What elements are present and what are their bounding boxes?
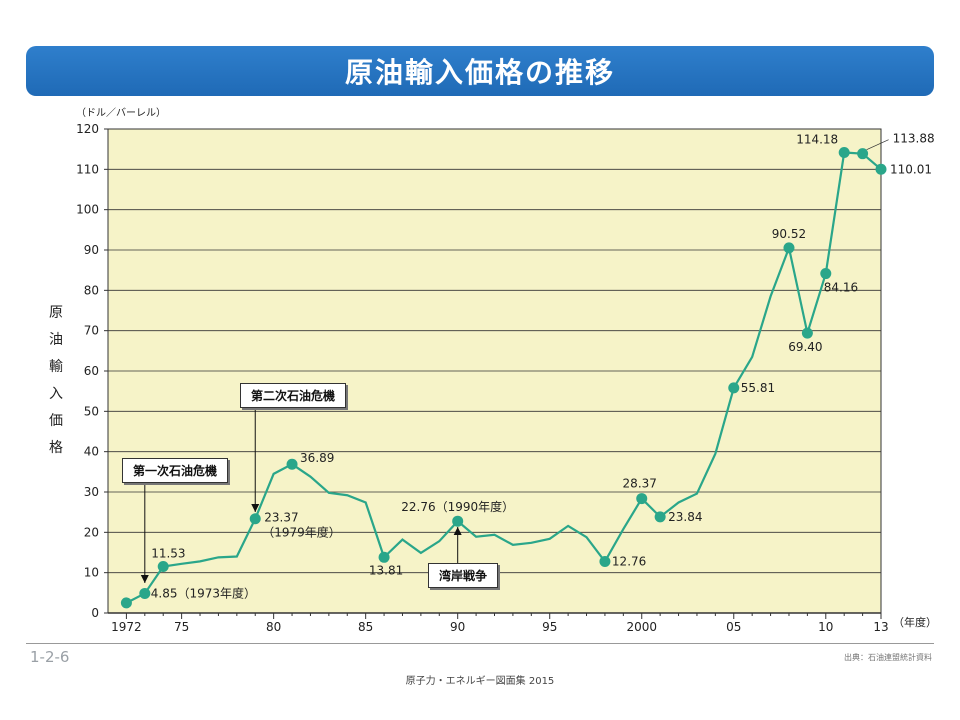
data-label: 36.89 [300, 451, 334, 465]
data-point [139, 587, 151, 599]
x-tick-label: 05 [726, 620, 741, 634]
data-label: （1979年度） [262, 525, 341, 540]
x-tick-label: 13 [873, 620, 888, 634]
y-tick-label: 50 [84, 404, 99, 418]
x-tick-label: 95 [542, 620, 557, 634]
x-tick-label: 2000 [626, 620, 657, 634]
x-tick-label: 1972 [111, 620, 142, 634]
data-label: 110.01 [890, 162, 932, 176]
data-point [783, 242, 795, 254]
source-note: 出典：石油連盟統計資料 [844, 653, 932, 662]
y-tick-label: 10 [84, 566, 99, 580]
data-label: 11.53 [151, 546, 185, 560]
data-label: 12.76 [612, 555, 646, 569]
arrow-gulf-war-head [453, 527, 462, 535]
chart-title: 原油輸入価格の推移 [26, 46, 934, 96]
data-point [801, 327, 813, 339]
data-label: 90.52 [772, 227, 806, 241]
y-tick-label: 110 [76, 162, 99, 176]
footer-divider [26, 643, 934, 644]
data-label: 13.81 [369, 563, 403, 577]
x-axis-unit: （年度） [893, 615, 937, 629]
data-point [728, 382, 740, 394]
data-point [378, 551, 390, 563]
x-tick-label: 10 [818, 620, 833, 634]
data-point [857, 148, 869, 160]
data-point [286, 458, 298, 470]
data-point [654, 511, 666, 523]
data-point [249, 513, 261, 525]
callout-arrows [140, 405, 462, 583]
data-point [452, 515, 464, 527]
publication-name: 原子力・エネルギー図面集 2015 [405, 676, 555, 687]
y-tick-label: 120 [76, 122, 99, 136]
data-label: 69.40 [788, 340, 822, 354]
data-label: 4.85（1973年度） [151, 585, 256, 600]
data-label: 23.84 [668, 510, 702, 524]
y-tick-label: 90 [84, 243, 99, 257]
series-markers [120, 146, 887, 609]
y-axis-ticks: 0 10 20 30 40 50 60 70 80 90 100 110 120 [76, 122, 108, 620]
y-tick-label: 100 [76, 203, 99, 217]
y-tick-label: 20 [84, 525, 99, 539]
y-tick-label: 0 [91, 606, 99, 620]
x-tick-label: 80 [266, 620, 281, 634]
y-tick-label: 40 [84, 445, 99, 459]
data-label: 84.16 [824, 281, 858, 295]
x-tick-label: 90 [450, 620, 465, 634]
data-point [157, 560, 169, 572]
data-labels: 4.85（1973年度） 11.53 23.37（1979年度） 36.89 13.81… [151, 132, 935, 601]
y-axis-title: 原油輸入価格 [49, 305, 63, 456]
series-line [125, 151, 882, 604]
callout-second-oil-crisis: 第二次石油危機 [240, 383, 347, 408]
callout-gulf-war: 湾岸戦争 [428, 563, 499, 588]
data-label: 113.88 [893, 132, 935, 146]
callout-first-oil-crisis: 第一次石油危機 [122, 458, 229, 483]
data-point [636, 493, 648, 505]
data-label: 23.37 [264, 511, 298, 525]
data-point [875, 163, 887, 175]
data-point [599, 556, 611, 568]
data-point [820, 268, 832, 280]
arrow-first-oil-crisis-head [140, 575, 149, 583]
arrow-second-oil-crisis-head [251, 504, 260, 512]
data-label: 22.76（1990年度） [401, 499, 514, 514]
y-axis-unit: （ドル／バーレル） [76, 108, 166, 119]
x-tick-label: 75 [174, 620, 189, 634]
figure-number: 1-2-6 [30, 648, 70, 666]
data-point [120, 597, 132, 609]
data-label: 55.81 [741, 381, 775, 395]
data-label: 114.18 [796, 132, 838, 146]
data-label: 28.37 [623, 477, 657, 491]
label-leader [866, 139, 889, 151]
x-tick-label: 85 [358, 620, 373, 634]
y-tick-label: 60 [84, 364, 99, 378]
y-tick-label: 70 [84, 324, 99, 338]
y-tick-label: 30 [84, 485, 99, 499]
data-point [838, 146, 850, 158]
x-axis-ticks: 1972 75 80 85 90 95 2000 05 10 13 [111, 613, 889, 634]
y-tick-label: 80 [84, 283, 99, 297]
